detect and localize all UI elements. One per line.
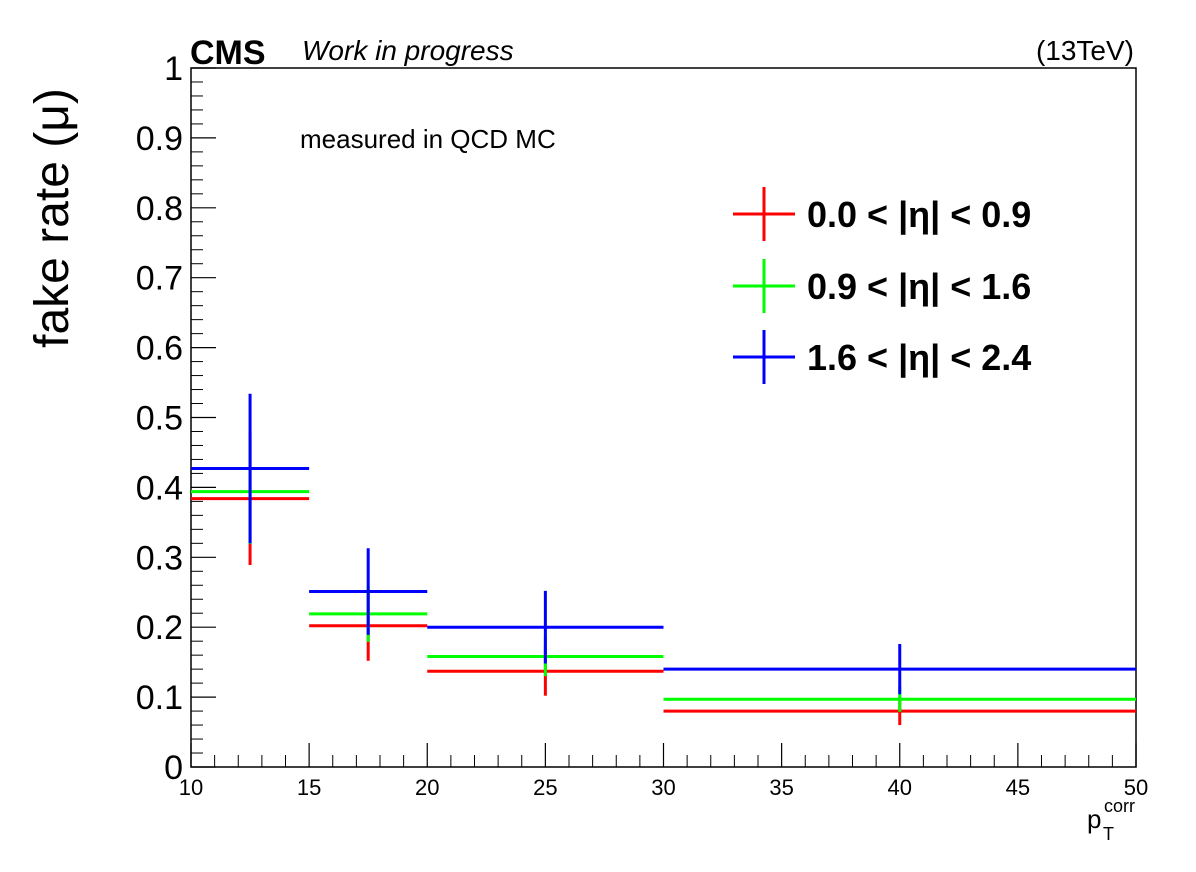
energy-label: (13TeV) [1036, 35, 1134, 66]
y-axis-title: fake rate (μ) [26, 88, 79, 348]
legend-entry: 1.6 < |η| < 2.4 [733, 330, 1031, 384]
legend-label: 0.0 < |η| < 0.9 [807, 194, 1031, 236]
y-tick-label: 0.2 [136, 609, 183, 647]
x-axis-title-sup: corr [1104, 796, 1135, 816]
y-tick-label: 0.6 [136, 330, 183, 368]
y-tick-label: 0.9 [136, 120, 183, 158]
y-tick-label: 0.5 [136, 400, 183, 438]
axis-ticks [190, 67, 1137, 768]
x-axis-title-sub: T [1103, 824, 1114, 844]
legend: 0.0 < |η| < 0.9 0.9 < |η| < 1.6 1.6 < |η| … [733, 187, 1031, 384]
x-tick-label: 20 [415, 775, 439, 800]
axis-tick-labels: 10 15 20 25 30 35 40 45 50 0 0.1 0.2 0.3 0.4 0.5 0.6 0.7… [136, 50, 1149, 800]
legend-label: 1.6 < |η| < 2.4 [807, 337, 1031, 379]
x-tick-label: 10 [179, 775, 203, 800]
y-tick-label: 1 [164, 50, 183, 88]
y-tick-label: 0 [164, 749, 183, 787]
cms-label: CMS [190, 34, 266, 72]
status-label: Work in progress [302, 35, 514, 66]
y-tick-label: 0.4 [136, 469, 183, 507]
x-tick-label: 50 [1124, 775, 1148, 800]
y-tick-label: 0.8 [136, 190, 183, 228]
y-tick-label: 0.7 [136, 260, 183, 298]
y-tick-label: 0.1 [136, 679, 183, 717]
x-tick-label: 35 [769, 775, 793, 800]
x-tick-label: 15 [297, 775, 321, 800]
legend-entry: 0.0 < |η| < 0.9 [733, 187, 1031, 241]
x-tick-label: 40 [888, 775, 912, 800]
legend-label: 0.9 < |η| < 1.6 [807, 266, 1031, 308]
x-axis-title: p T corr [1087, 796, 1135, 844]
legend-entry: 0.9 < |η| < 1.6 [733, 259, 1031, 313]
x-tick-label: 30 [651, 775, 675, 800]
x-axis-title-base: p [1087, 804, 1101, 834]
plot-frame [190, 67, 1137, 768]
data-series [191, 393, 1136, 726]
series-3 [191, 393, 1136, 695]
x-tick-label: 25 [533, 775, 557, 800]
annotation-text: measured in QCD MC [300, 124, 556, 154]
series-1 [191, 432, 1136, 726]
y-tick-label: 0.3 [136, 539, 183, 577]
x-tick-label: 45 [1006, 775, 1030, 800]
